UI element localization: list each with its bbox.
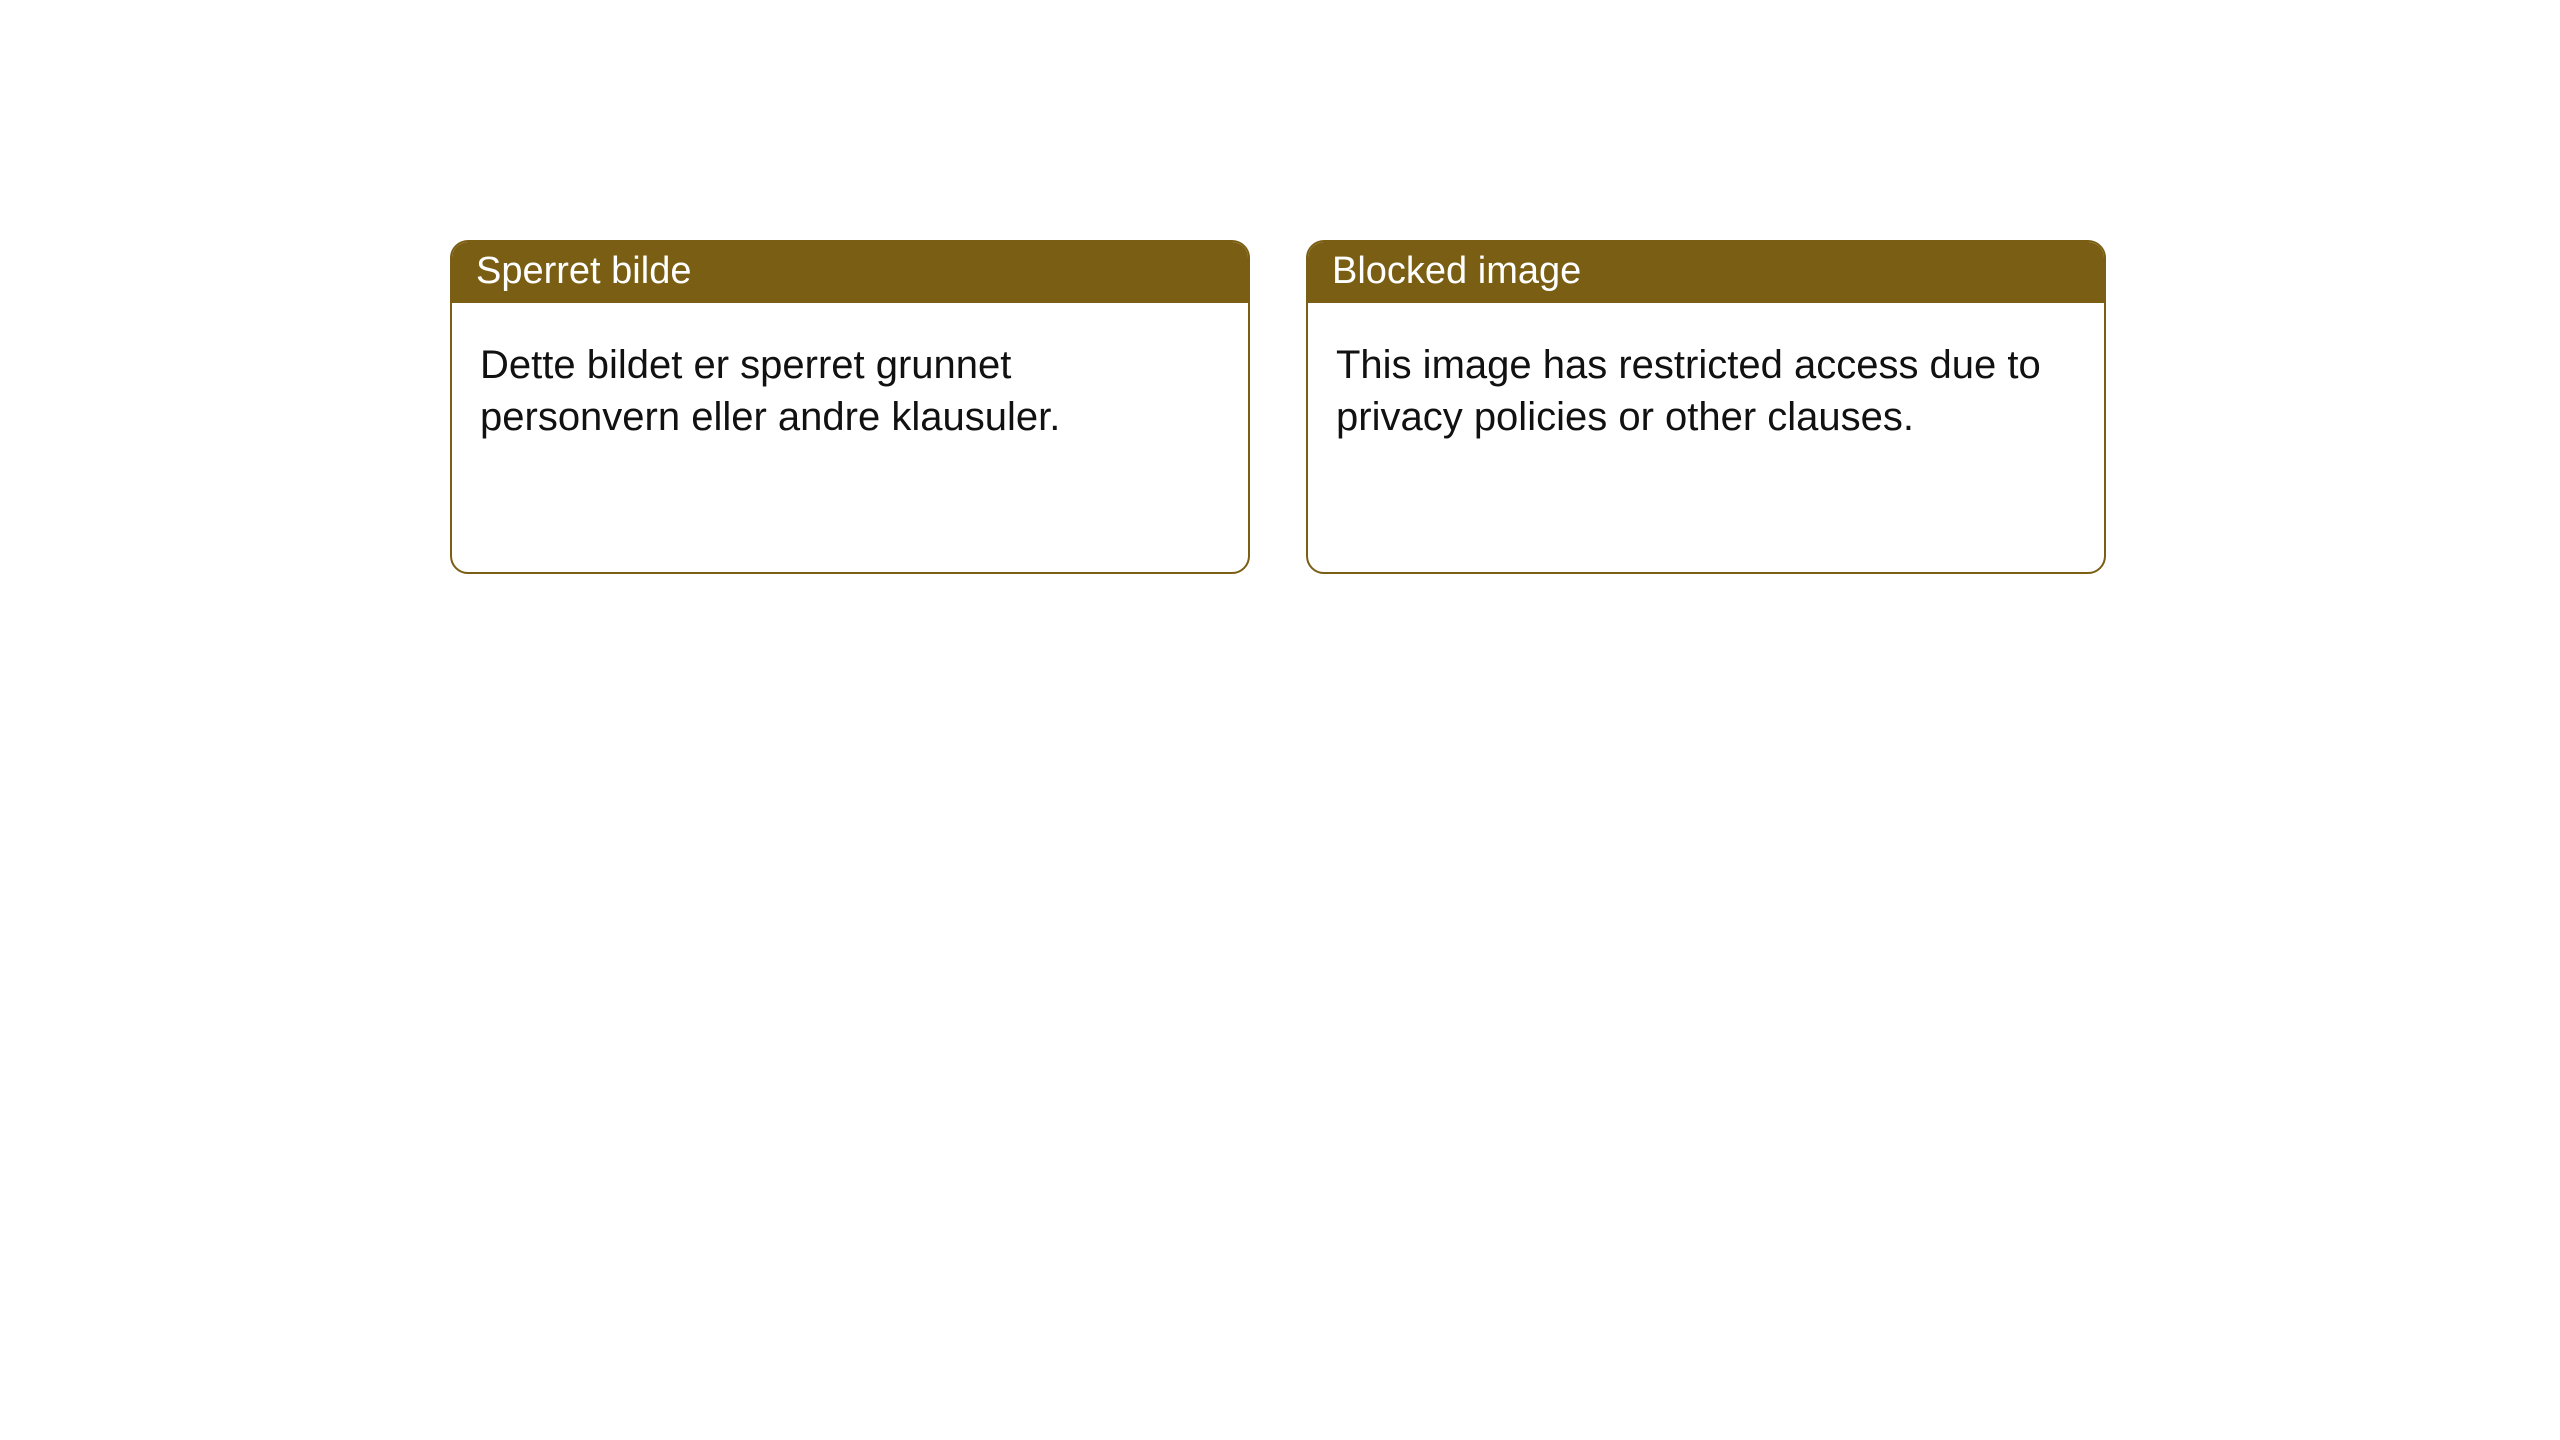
blocked-image-card-norwegian: Sperret bilde Dette bildet er sperret gr… xyxy=(450,240,1250,574)
card-header-norwegian: Sperret bilde xyxy=(452,242,1248,303)
card-header-english: Blocked image xyxy=(1308,242,2104,303)
blocked-image-card-english: Blocked image This image has restricted … xyxy=(1306,240,2106,574)
notice-container: Sperret bilde Dette bildet er sperret gr… xyxy=(0,0,2560,574)
card-body-english: This image has restricted access due to … xyxy=(1308,303,2104,471)
card-body-norwegian: Dette bildet er sperret grunnet personve… xyxy=(452,303,1248,471)
